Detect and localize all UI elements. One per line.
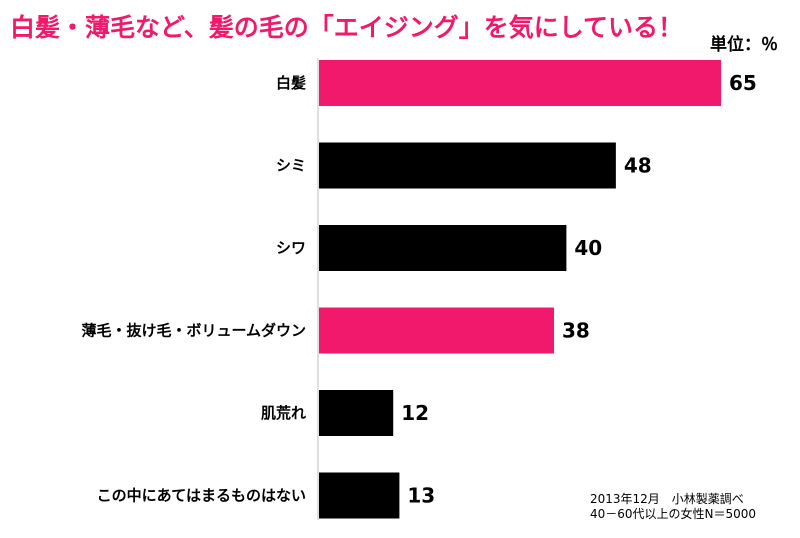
bars-group: 白髪 65 シミ 48 シワ 40 薄毛・抜け毛・ボリュームダウン 38 肌荒れ 12 この中にあて… — [81, 60, 757, 519]
bar-3 — [319, 307, 555, 354]
value-label-1: 48 — [624, 154, 652, 178]
value-label-2: 40 — [574, 236, 602, 260]
category-label-1: シミ — [276, 157, 306, 175]
value-label-0: 65 — [729, 71, 757, 95]
source-line-1: 2013年12月 小林製薬調べ — [590, 492, 744, 506]
source-line-2: 40－60代以上の女性N＝5000 — [590, 507, 757, 521]
value-label-5: 13 — [407, 484, 435, 508]
category-label-0: 白髪 — [276, 74, 306, 92]
bar-5 — [319, 472, 400, 519]
category-label-2: シワ — [276, 239, 306, 257]
value-label-4: 12 — [401, 401, 429, 425]
category-label-5: この中にあてはまるものはない — [97, 487, 306, 505]
value-label-3: 38 — [562, 319, 590, 343]
bar-4 — [319, 390, 394, 436]
bar-2 — [319, 225, 567, 271]
source-note: 2013年12月 小林製薬調べ 40－60代以上の女性N＝5000 — [590, 492, 756, 522]
bar-0 — [319, 60, 721, 106]
category-label-4: 肌荒れ — [261, 404, 306, 422]
bar-1 — [319, 142, 616, 189]
unit-label: 単位：％ — [710, 35, 778, 55]
category-label-3: 薄毛・抜け毛・ボリュームダウン — [81, 322, 306, 340]
chart-title: 白髪・薄毛など、髪の毛の「エイジング」を気にしている！ — [10, 13, 684, 42]
